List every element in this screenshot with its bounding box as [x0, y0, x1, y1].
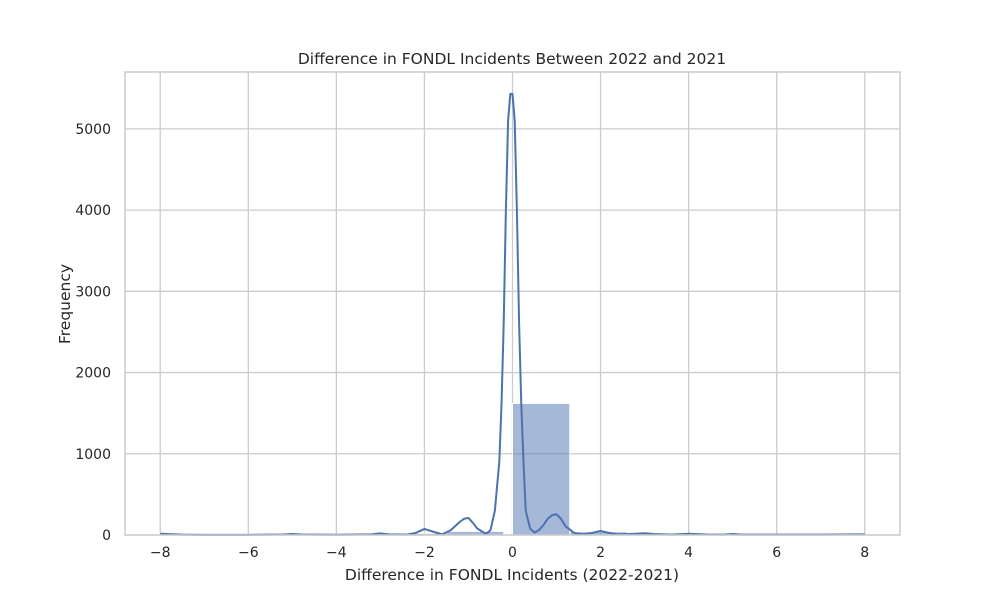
y-axis-label: Frequency: [56, 264, 74, 344]
x-tick-label: 2: [596, 545, 605, 561]
y-tick-label: 4000: [75, 203, 111, 219]
x-tick-label: 0: [508, 545, 517, 561]
x-tick-label: −2: [414, 545, 435, 561]
y-tick-label: 5000: [75, 122, 111, 138]
x-tick-label: −4: [326, 545, 347, 561]
chart-title: Difference in FONDL Incidents Between 20…: [298, 50, 726, 68]
x-tick-label: 6: [772, 545, 781, 561]
y-tick-label: 3000: [75, 284, 111, 300]
y-axis-ticks: 0 1000 2000 3000 4000 5000: [75, 122, 111, 544]
x-tick-label: 4: [684, 545, 693, 561]
x-tick-label: −6: [238, 545, 259, 561]
x-axis-label: Difference in FONDL Incidents (2022-2021…: [345, 566, 679, 584]
y-tick-label: 0: [102, 528, 111, 544]
x-axis-ticks: −8 −6 −4 −2 0 2 4 6 8: [150, 545, 869, 561]
x-tick-label: 8: [860, 545, 869, 561]
plot-frame: [124, 71, 901, 536]
x-tick-label: −8: [150, 545, 171, 561]
y-tick-label: 1000: [75, 447, 111, 463]
y-tick-label: 2000: [75, 366, 111, 382]
histogram-bars: [159, 402, 866, 536]
